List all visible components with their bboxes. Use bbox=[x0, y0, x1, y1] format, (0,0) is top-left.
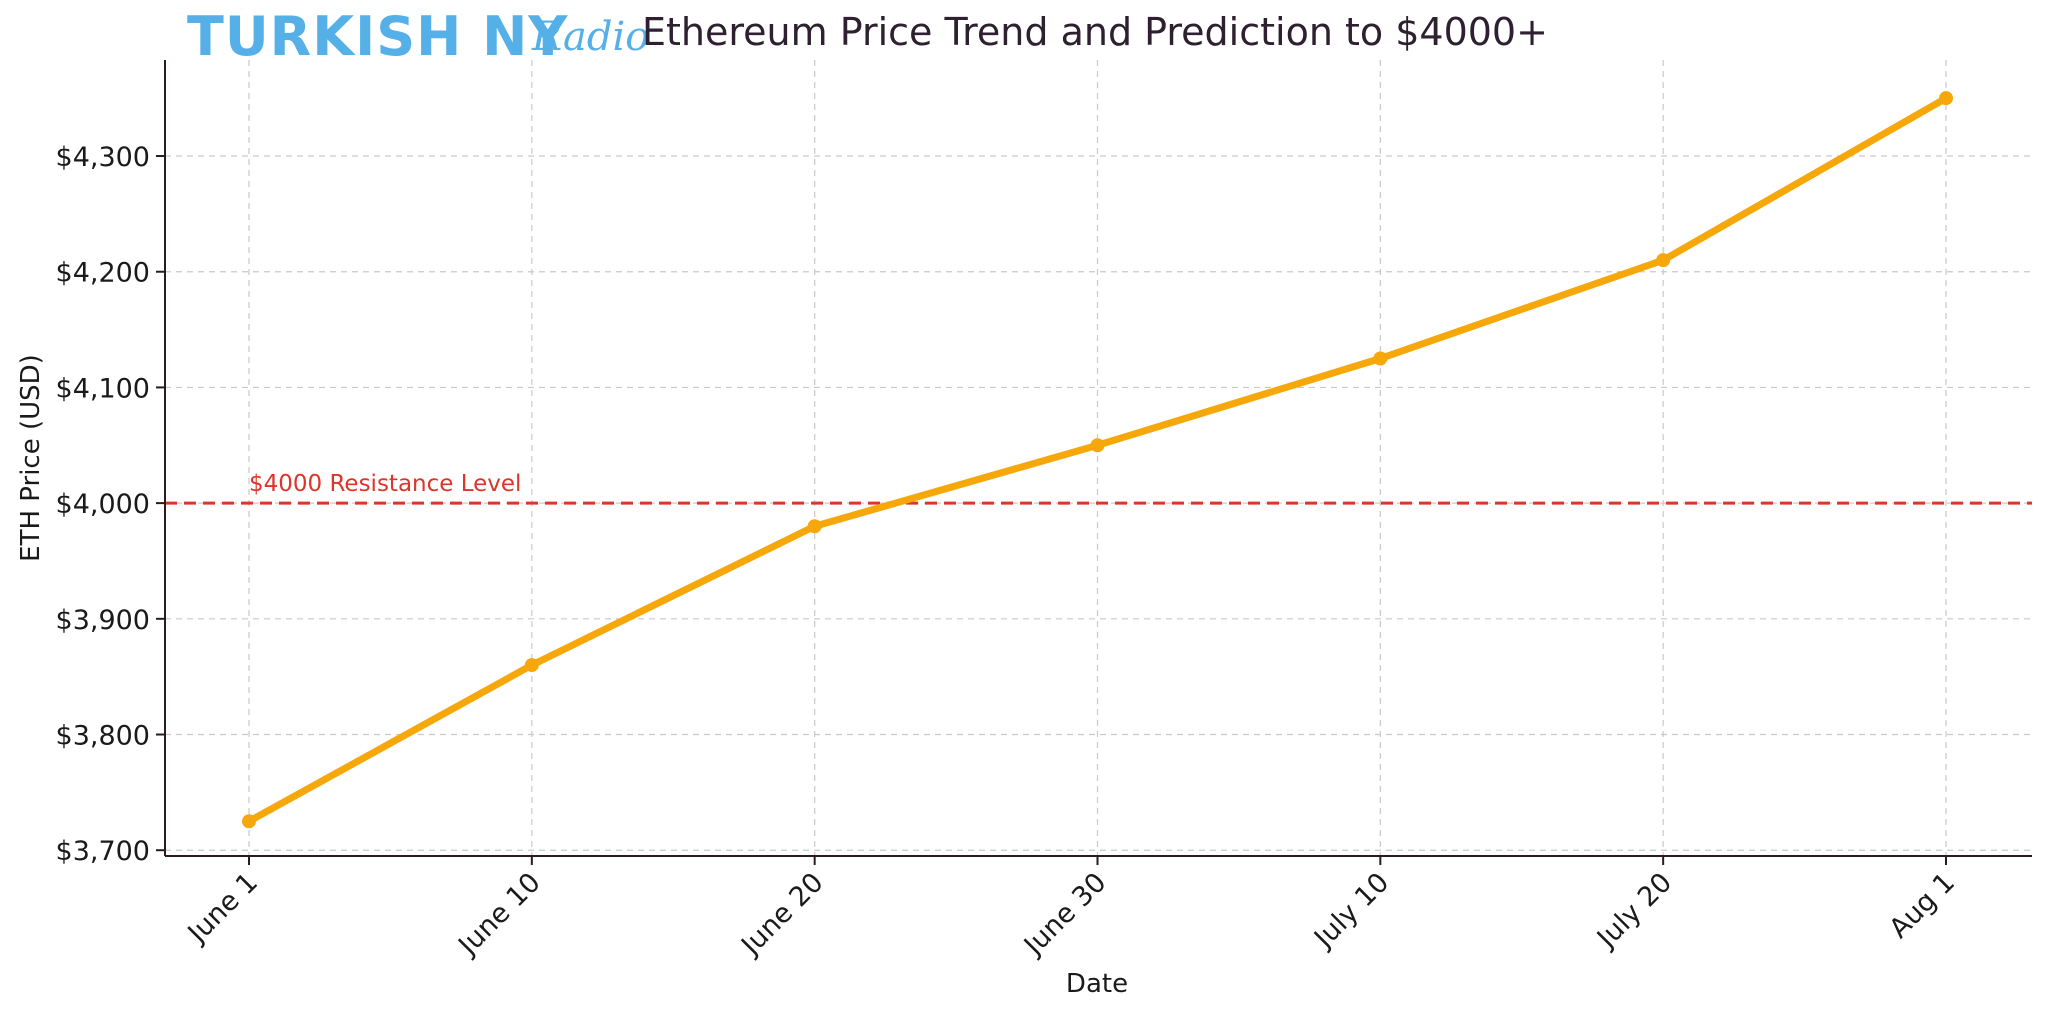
y-tick-label: $4,100 bbox=[56, 373, 150, 404]
y-tick-label: $3,800 bbox=[56, 721, 150, 752]
x-tick-label: June 20 bbox=[734, 867, 829, 962]
chart-title: Ethereum Price Trend and Prediction to $… bbox=[642, 10, 1548, 54]
data-point bbox=[1656, 253, 1671, 268]
x-axis-label: Date bbox=[1066, 969, 1128, 999]
x-tick-label: June 30 bbox=[1017, 867, 1112, 962]
data-point bbox=[1373, 351, 1388, 366]
y-tick-label: $4,300 bbox=[56, 142, 150, 173]
y-tick-label: $4,000 bbox=[56, 489, 150, 520]
header: TURKISH NY Radio Ethereum Price Trend an… bbox=[187, 5, 1548, 68]
x-tick-label: June 1 bbox=[181, 867, 264, 950]
grid bbox=[165, 60, 2032, 856]
y-tick-label: $4,200 bbox=[56, 258, 150, 289]
data-point bbox=[1090, 438, 1105, 453]
data-point bbox=[1939, 91, 1953, 106]
logo-main-text: TURKISH NY bbox=[187, 5, 568, 68]
x-ticks: June 1 June 10 June 20 June 30 July 10 July 2… bbox=[181, 856, 1961, 962]
data-point bbox=[242, 814, 256, 829]
data-point bbox=[807, 519, 822, 534]
y-tick-label: $3,700 bbox=[56, 836, 150, 867]
x-tick-label: July 10 bbox=[1307, 867, 1395, 955]
x-tick-label: July 20 bbox=[1590, 867, 1678, 955]
series-group bbox=[242, 91, 1953, 829]
logo-script-text: Radio bbox=[531, 14, 649, 60]
y-ticks: $3,700 $3,800 $3,900 $4,000 $4,100 $4,200 $4,3… bbox=[56, 142, 165, 867]
resistance-label: $4000 Resistance Level bbox=[249, 471, 521, 497]
x-tick-label: June 10 bbox=[452, 867, 547, 962]
y-tick-label: $3,900 bbox=[56, 605, 150, 636]
resistance-group: $4000 Resistance Level bbox=[165, 471, 2032, 505]
y-axis-label: ETH Price (USD) bbox=[16, 354, 46, 562]
x-tick-label: Aug 1 bbox=[1884, 867, 1961, 944]
data-point bbox=[524, 658, 539, 673]
